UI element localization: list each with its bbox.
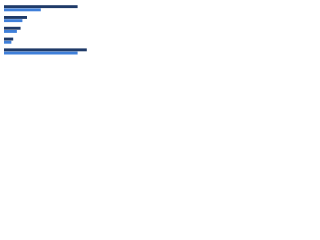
bar bbox=[4, 48, 87, 52]
bar bbox=[4, 51, 78, 55]
bar bbox=[4, 19, 23, 23]
bar bbox=[4, 26, 21, 30]
bar bbox=[4, 8, 41, 12]
bar bbox=[4, 37, 14, 41]
bar bbox=[4, 40, 12, 44]
bar bbox=[4, 5, 78, 9]
bar bbox=[4, 16, 27, 19]
bar bbox=[4, 30, 17, 33]
chart bbox=[4, 5, 87, 55]
